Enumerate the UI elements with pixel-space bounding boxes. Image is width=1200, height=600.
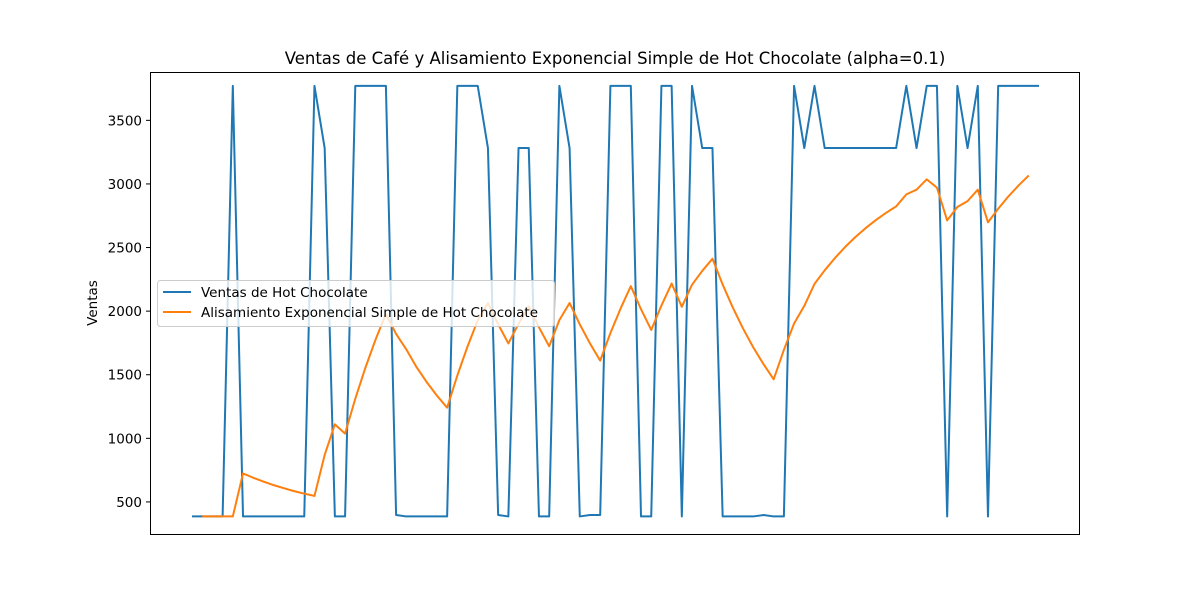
y-axis-ticks: 500 1000 1500 2000 2500 3000 3500 <box>108 113 150 511</box>
plot-frame <box>150 72 1080 535</box>
y-tick-label: 3000 <box>108 177 142 193</box>
legend: Ventas de Hot Chocolate Alisamiento Expo… <box>157 280 555 327</box>
chart-title: Ventas de Café y Alisamiento Exponencial… <box>285 49 946 68</box>
series-line-1 <box>192 84 1039 518</box>
y-tick-label: 1000 <box>108 431 142 447</box>
series-layer <box>192 84 1039 518</box>
series-line-2 <box>202 174 1030 518</box>
y-tick-label: 3500 <box>108 113 142 129</box>
y-tick-label: 500 <box>116 495 142 511</box>
y-tick-label: 2500 <box>108 241 142 257</box>
y-tick-label: 2000 <box>108 304 142 320</box>
legend-label-series-1: Ventas de Hot Chocolate <box>201 285 368 301</box>
y-tick-label: 1500 <box>108 368 142 384</box>
y-axis-label: Ventas <box>85 280 101 326</box>
legend-label-series-2: Alisamiento Exponencial Simple de Hot Ch… <box>201 305 538 321</box>
legend-box <box>157 280 555 327</box>
